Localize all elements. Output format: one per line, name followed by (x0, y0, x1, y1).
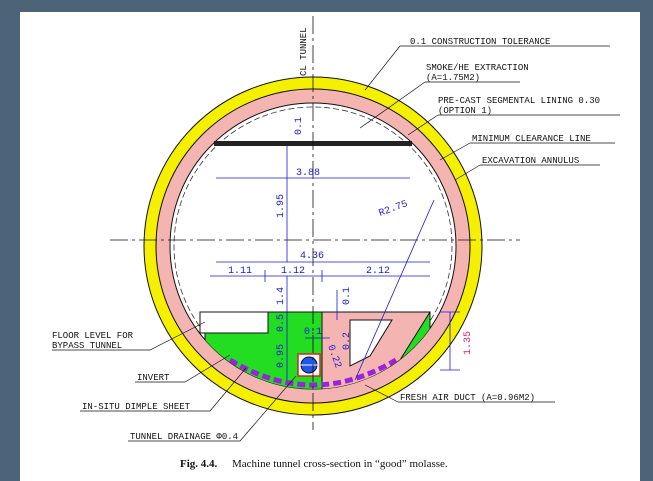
dimension: 0.95 (276, 344, 287, 368)
dimension: 0.1 (342, 287, 353, 305)
dimension: 4.36 (300, 251, 324, 262)
caption-text: Machine tunnel cross-section in “good” m… (232, 458, 448, 470)
dimension: 1.4 (276, 287, 287, 305)
dimension: 1.11 (228, 266, 252, 277)
caption-label: Fig. 4.4. (180, 458, 218, 470)
label: INVERT (137, 373, 170, 383)
label: TUNNEL DRAINAGE Φ0.4 (130, 432, 238, 442)
dimension: 0.2 (342, 332, 353, 350)
dimension: 2.12 (366, 266, 390, 277)
dimension: 0.1 (294, 117, 305, 135)
dimension: 1.35 (463, 331, 474, 355)
label: FRESH AIR DUCT (A=0.96M2) (400, 393, 535, 403)
label: IN-SITU DIMPLE SHEET (82, 402, 191, 412)
label: CL TUNNEL (299, 27, 309, 76)
dimension: 0.5 (276, 314, 287, 332)
dimension: 0.1 (304, 327, 322, 338)
dimension-lines (210, 146, 460, 381)
dimension: 1.95 (276, 194, 287, 218)
label: FLOOR LEVEL FOR (52, 331, 134, 341)
label: MINIMUM CLEARANCE LINE (472, 134, 591, 144)
label: PRE-CAST SEGMENTAL LINING 0.30 (438, 96, 600, 106)
label: (A=1.75M2) (426, 73, 480, 83)
label: BYPASS TUNNEL (52, 341, 122, 351)
label: 0.1 CONSTRUCTION TOLERANCE (410, 37, 550, 47)
leaders (52, 45, 620, 442)
label: (OPTION 1) (438, 106, 492, 116)
dimension: 3.88 (296, 168, 320, 179)
label: EXCAVATION ANNULUS (482, 156, 579, 166)
dimension: 1.12 (281, 266, 305, 277)
label: SMOKE/HE EXTRACTION (426, 63, 529, 73)
